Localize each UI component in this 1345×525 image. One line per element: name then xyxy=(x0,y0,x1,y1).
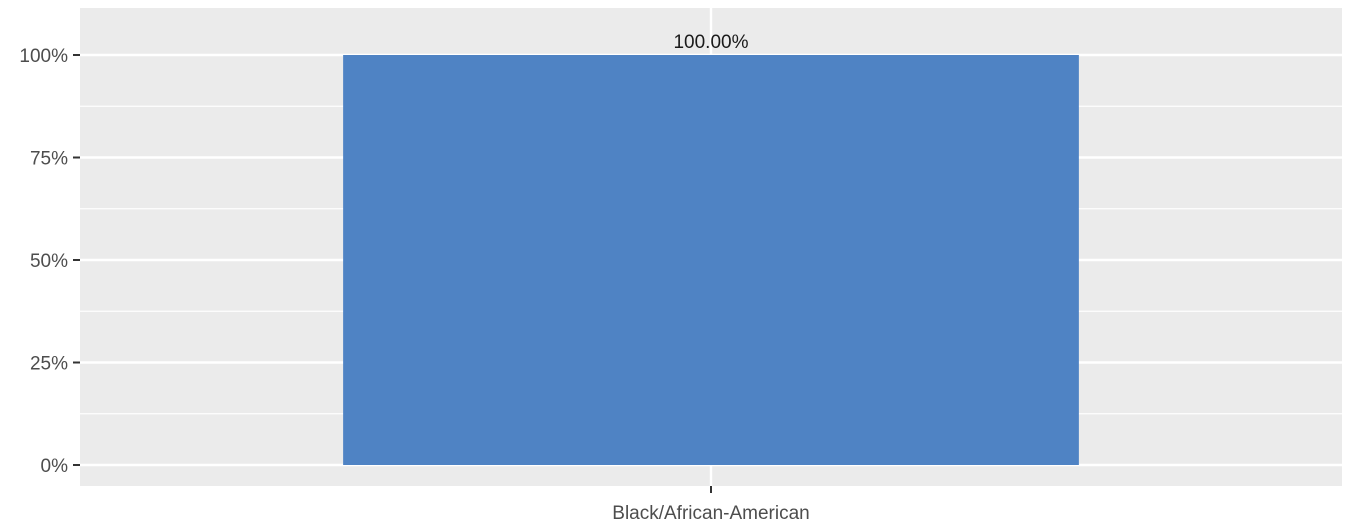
y-tick-label: 75% xyxy=(30,149,68,170)
y-tick-label: 0% xyxy=(41,456,69,477)
data-labels: 100.00% xyxy=(673,32,748,53)
y-tick-label: 25% xyxy=(30,354,68,375)
y-tick-label: 50% xyxy=(30,251,68,272)
x-axis: Black/African-American xyxy=(612,486,810,524)
bars xyxy=(343,55,1079,465)
bar-value-label: 100.00% xyxy=(673,32,748,53)
y-tick-label: 100% xyxy=(19,46,68,67)
x-tick-label: Black/African-American xyxy=(612,503,809,524)
bar xyxy=(343,55,1079,465)
y-axis: 0% 25% 50% 75% 100% xyxy=(19,46,80,477)
